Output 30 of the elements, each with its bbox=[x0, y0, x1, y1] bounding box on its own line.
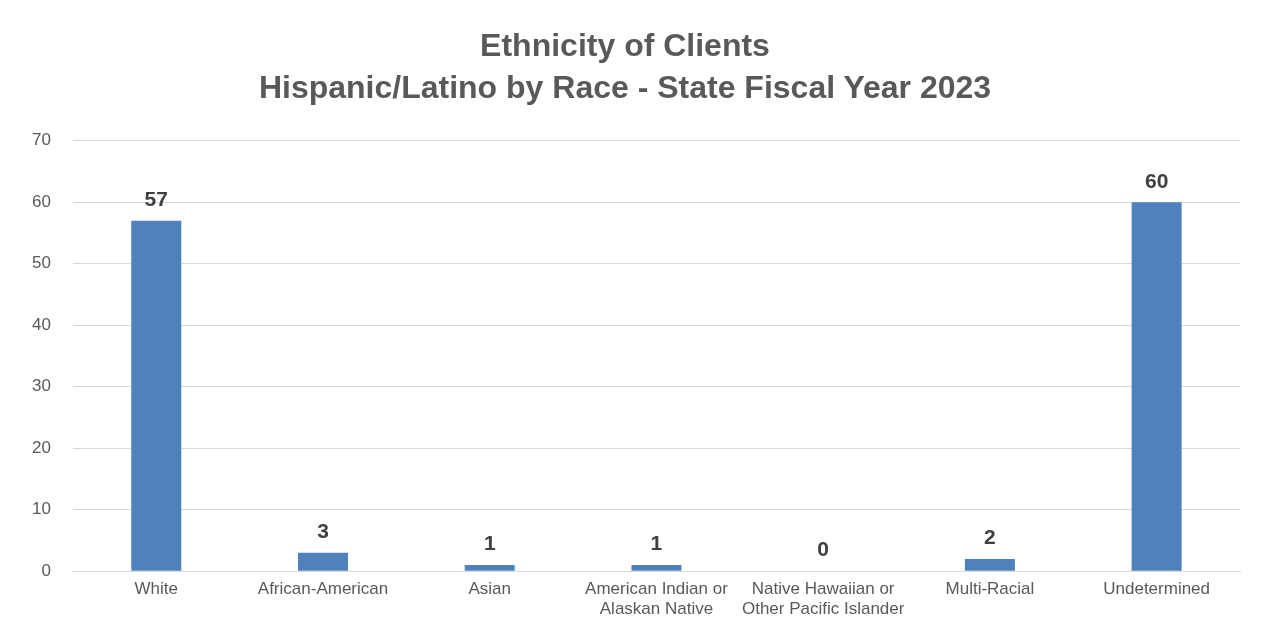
chart-title: Ethnicity of Clients bbox=[480, 27, 770, 64]
data-label: 60 bbox=[1144, 168, 1169, 192]
y-tick-label: 20 bbox=[31, 437, 51, 457]
chart-subtitle: Hispanic/Latino by Race - State Fiscal Year 2023 bbox=[258, 69, 992, 106]
data-label: 2 bbox=[984, 525, 996, 549]
x-tick-label: White bbox=[134, 579, 179, 599]
x-tick-label: Undetermined bbox=[1103, 579, 1211, 599]
bar bbox=[964, 558, 1015, 571]
bar bbox=[1131, 202, 1182, 571]
x-tick-label: American Indian or Alaskan Native bbox=[585, 579, 729, 619]
data-label: 3 bbox=[317, 519, 329, 543]
bar bbox=[297, 552, 349, 571]
y-tick-label: 40 bbox=[31, 314, 51, 334]
y-tick-label: 60 bbox=[31, 191, 51, 211]
y-tick-label: 70 bbox=[31, 130, 51, 150]
x-tick-label: African-American bbox=[257, 579, 389, 599]
data-label: 1 bbox=[483, 531, 496, 555]
x-tick-label: Multi-Racial bbox=[945, 579, 1035, 599]
bar bbox=[131, 220, 182, 571]
x-tick-label: Native Hawaiian or Other Pacific Islander bbox=[741, 579, 905, 619]
data-label: 1 bbox=[650, 531, 663, 555]
data-label: 0 bbox=[817, 537, 830, 561]
y-tick-label: 30 bbox=[31, 376, 51, 396]
y-tick-label: 10 bbox=[31, 499, 51, 519]
x-tick-label: Asian bbox=[468, 579, 511, 599]
y-tick-label: 0 bbox=[41, 560, 51, 580]
bar bbox=[464, 565, 515, 571]
bar bbox=[631, 565, 682, 571]
y-tick-label: 50 bbox=[31, 253, 51, 273]
data-label: 57 bbox=[144, 187, 168, 211]
